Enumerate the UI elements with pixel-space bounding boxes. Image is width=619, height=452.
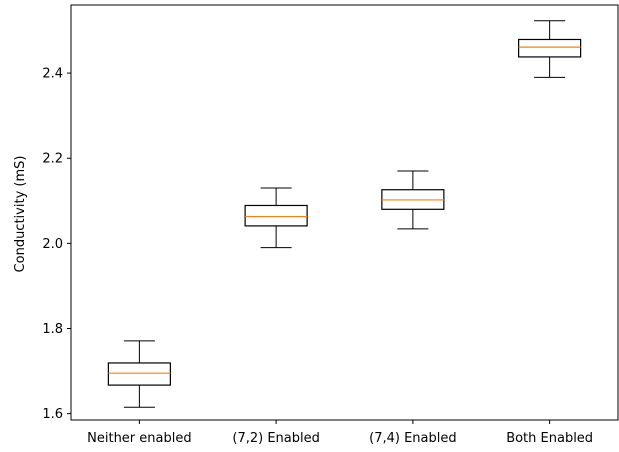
axes-frame (70, 4, 619, 421)
x-tick-label: (7,2) Enabled (232, 431, 319, 446)
y-tick-label: 2.4 (42, 67, 63, 82)
box-iqr (518, 38, 582, 58)
box-iqr (244, 204, 308, 227)
x-tick-label: Both Enabled (506, 431, 593, 446)
y-tick-label: 2.2 (42, 152, 63, 167)
y-tick-label: 1.8 (42, 322, 63, 337)
y-tick-label: 2.0 (42, 237, 63, 252)
box-iqr (107, 362, 171, 386)
x-tick-label: (7,4) Enabled (369, 431, 456, 446)
y-tick-label: 1.6 (42, 407, 63, 422)
x-tick-label: Neither enabled (87, 431, 191, 446)
plot-area: 1.6 1.8 2.0 2.2 2.4 Neither enabled (7,2) Enab… (42, 4, 619, 446)
y-axis-label: Conductivity (mS) (13, 156, 28, 273)
